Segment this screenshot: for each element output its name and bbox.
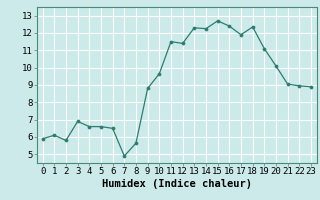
X-axis label: Humidex (Indice chaleur): Humidex (Indice chaleur) [102, 179, 252, 189]
